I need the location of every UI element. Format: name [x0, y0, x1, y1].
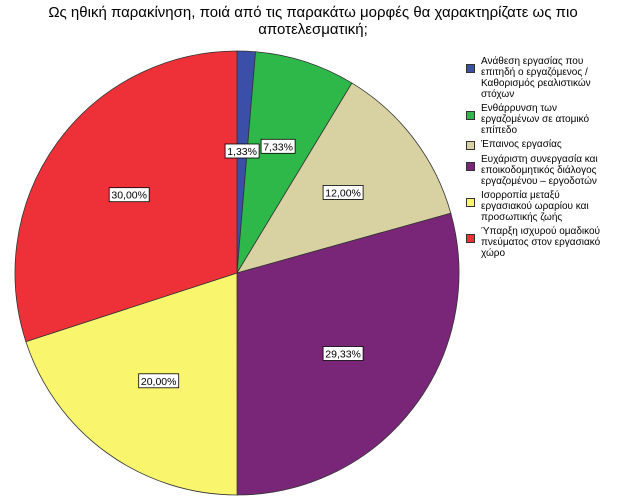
legend-label: Ύπαρξη ισχυρού ομαδικού πνεύματος στον ε…	[481, 226, 601, 259]
legend-item-5: Ισορροπία μεταξύ εργασιακού ωραρίου και …	[466, 190, 624, 223]
legend-label: Ευχάριστη συνεργασία και εποικοδομητικός…	[481, 154, 598, 187]
chart-title-line-1: Ως ηθική παρακίνηση, ποιά από τις παρακά…	[48, 4, 578, 21]
svg-text:12,00%: 12,00%	[325, 187, 361, 199]
legend-swatch	[466, 198, 475, 207]
svg-text:7,33%: 7,33%	[263, 141, 293, 153]
slice-value-label-3: 12,00%	[322, 184, 364, 200]
pie-slice-2	[236, 51, 353, 274]
svg-text:30,00%: 30,00%	[111, 190, 147, 202]
slice-value-label-6: 30,00%	[108, 187, 150, 203]
chart-title-line-2: αποτελεσματική;	[258, 21, 368, 38]
svg-text:20,00%: 20,00%	[141, 376, 177, 388]
legend-swatch	[466, 141, 475, 150]
legend-item-3: Έπαινος εργασίας	[466, 139, 624, 150]
slice-value-label-2: 7,33%	[260, 138, 296, 154]
svg-text:1,33%: 1,33%	[227, 146, 257, 158]
legend-item-2: Ενθάρρυνση των εργαζομένων σε ατομικό επ…	[466, 103, 624, 136]
legend-item-4: Ευχάριστη συνεργασία και εποικοδομητικός…	[466, 154, 624, 187]
slice-value-label-5: 20,00%	[138, 373, 180, 389]
legend-swatch	[466, 64, 475, 73]
pie-slice-3	[236, 82, 452, 274]
svg-text:29,33%: 29,33%	[325, 349, 361, 361]
legend-item-6: Ύπαρξη ισχυρού ομαδικού πνεύματος στον ε…	[466, 226, 624, 259]
pie-slice-5	[25, 272, 238, 496]
slice-labels: 1,33% 7,33% 12,00% 29,33% 20,00% 30,00%	[108, 138, 364, 389]
slice-value-label-4: 29,33%	[322, 346, 364, 361]
legend-label: Ισορροπία μεταξύ εργασιακού ωραρίου και …	[481, 190, 589, 223]
slice-value-label-1: 1,33%	[224, 143, 260, 159]
legend-label: Ενθάρρυνση των εργαζομένων σε ατομικό επ…	[481, 103, 590, 136]
legend-label: Ανάθεση εργασίας που επιτηδή ο εργαζόμεν…	[481, 56, 591, 100]
chart-title: Ως ηθική παρακίνηση, ποιά από τις παρακά…	[0, 4, 626, 38]
legend: Ανάθεση εργασίας που επιτηδή ο εργαζόμεν…	[466, 56, 624, 259]
legend-swatch	[466, 162, 475, 171]
legend-swatch	[466, 234, 475, 243]
legend-label: Έπαινος εργασίας	[481, 139, 562, 150]
legend-swatch	[466, 111, 475, 120]
legend-item-1: Ανάθεση εργασίας που επιτηδή ο εργαζόμεν…	[466, 56, 624, 100]
